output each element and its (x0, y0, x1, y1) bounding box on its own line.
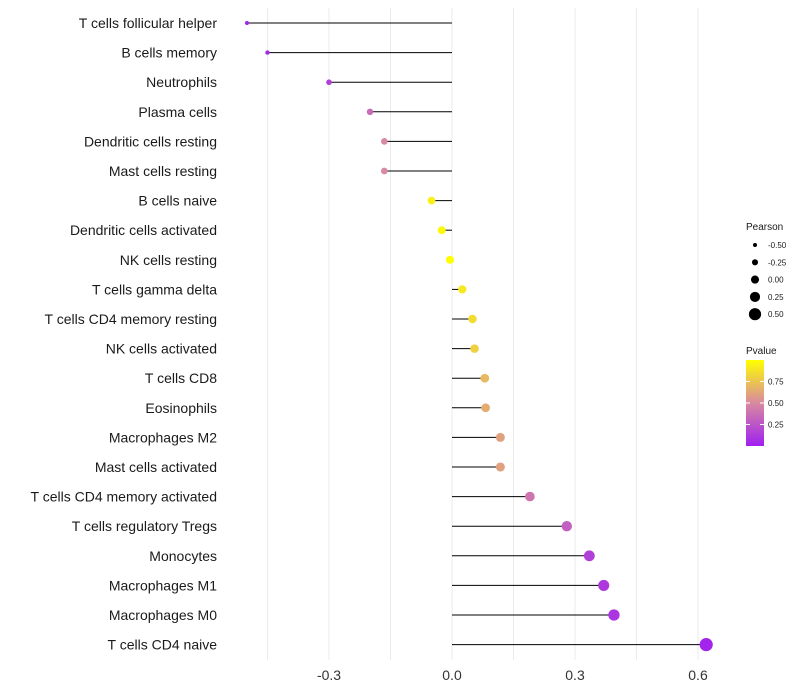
color-legend: Pvalue 0.25 0.50 0.75 (746, 346, 784, 446)
category-label: NK cells resting (120, 252, 217, 268)
category-label: T cells follicular helper (79, 15, 218, 31)
size-legend-label: 0.25 (768, 293, 784, 302)
size-legend-label: 0.00 (768, 276, 784, 285)
lollipop-point (437, 226, 446, 235)
lollipop-stems (247, 22, 707, 646)
lollipop-point (495, 432, 505, 442)
lollipop-point (470, 344, 479, 353)
lollipop-point (481, 403, 491, 413)
category-labels: T cells follicular helper B cells memory N… (31, 15, 218, 653)
lollipop-point (561, 521, 572, 532)
category-label: B cells memory (121, 45, 217, 61)
lollipop-points (245, 21, 713, 652)
lollipop-point (598, 579, 610, 591)
category-label: T cells CD4 memory resting (45, 311, 217, 327)
category-label: Dendritic cells resting (84, 133, 217, 149)
x-tick-label: 0.0 (442, 667, 462, 683)
size-legend-label: 0.50 (768, 310, 784, 319)
category-label: Macrophages M1 (109, 577, 217, 593)
x-axis-tick-labels: -0.3 0.0 0.3 0.6 (317, 667, 708, 683)
category-label: Monocytes (149, 548, 217, 564)
category-label: T cells CD8 (145, 370, 217, 386)
color-gradient-bar (746, 360, 764, 446)
category-label: NK cells activated (106, 341, 217, 357)
size-legend-key (749, 291, 761, 302)
color-legend-title: Pvalue (746, 346, 777, 357)
x-tick-label: -0.3 (317, 667, 341, 683)
category-label: Macrophages M2 (109, 429, 217, 445)
lollipop-point (525, 491, 535, 502)
category-label: T cells CD4 memory activated (31, 489, 217, 505)
category-label: Dendritic cells activated (70, 222, 217, 238)
size-legend-title: Pearson (746, 222, 783, 233)
size-legend: Pearson -0.50 -0.25 0.00 0.25 0.50 (746, 222, 787, 321)
lollipop-point (583, 550, 595, 562)
size-legend-label: -0.50 (768, 241, 787, 250)
category-label: Mast cells resting (109, 163, 217, 179)
lollipop-point (458, 285, 467, 294)
lollipop-point (608, 609, 620, 621)
lollipop-point (427, 196, 436, 205)
lollipop-point (326, 79, 332, 86)
color-legend-label: 0.25 (768, 421, 784, 430)
lollipop-point (380, 138, 388, 145)
lollipop-point (380, 167, 388, 175)
category-label: Mast cells activated (95, 459, 217, 475)
category-label: Macrophages M0 (109, 607, 217, 623)
size-legend-label: -0.25 (768, 258, 787, 267)
lollipop-point (699, 638, 713, 652)
lollipop-point (445, 255, 454, 264)
category-label: Plasma cells (138, 104, 217, 120)
category-label: T cells CD4 naive (108, 637, 218, 653)
category-label: B cells naive (138, 193, 217, 209)
lollipop-point (265, 50, 270, 55)
lollipop-point (468, 314, 477, 324)
category-label: T cells regulatory Tregs (72, 518, 217, 534)
color-legend-label: 0.75 (768, 378, 784, 387)
category-label: Eosinophils (145, 400, 217, 416)
category-label: T cells gamma delta (92, 281, 217, 297)
legend: Pearson -0.50 -0.25 0.00 0.25 0.50 Pvalue 0.… (746, 222, 787, 446)
lollipop-point (480, 373, 490, 383)
grid-lines (267, 8, 699, 660)
x-tick-label: 0.6 (688, 667, 708, 683)
x-tick-label: 0.3 (565, 667, 585, 683)
size-legend-key (751, 259, 759, 266)
lollipop-point (366, 108, 374, 116)
category-label: Neutrophils (146, 74, 217, 90)
size-legend-key (748, 308, 762, 321)
lollipop-point (245, 21, 249, 25)
size-legend-key (750, 275, 760, 284)
color-legend-label: 0.50 (768, 399, 784, 408)
size-legend-key (753, 243, 757, 247)
lollipop-point (495, 462, 505, 472)
